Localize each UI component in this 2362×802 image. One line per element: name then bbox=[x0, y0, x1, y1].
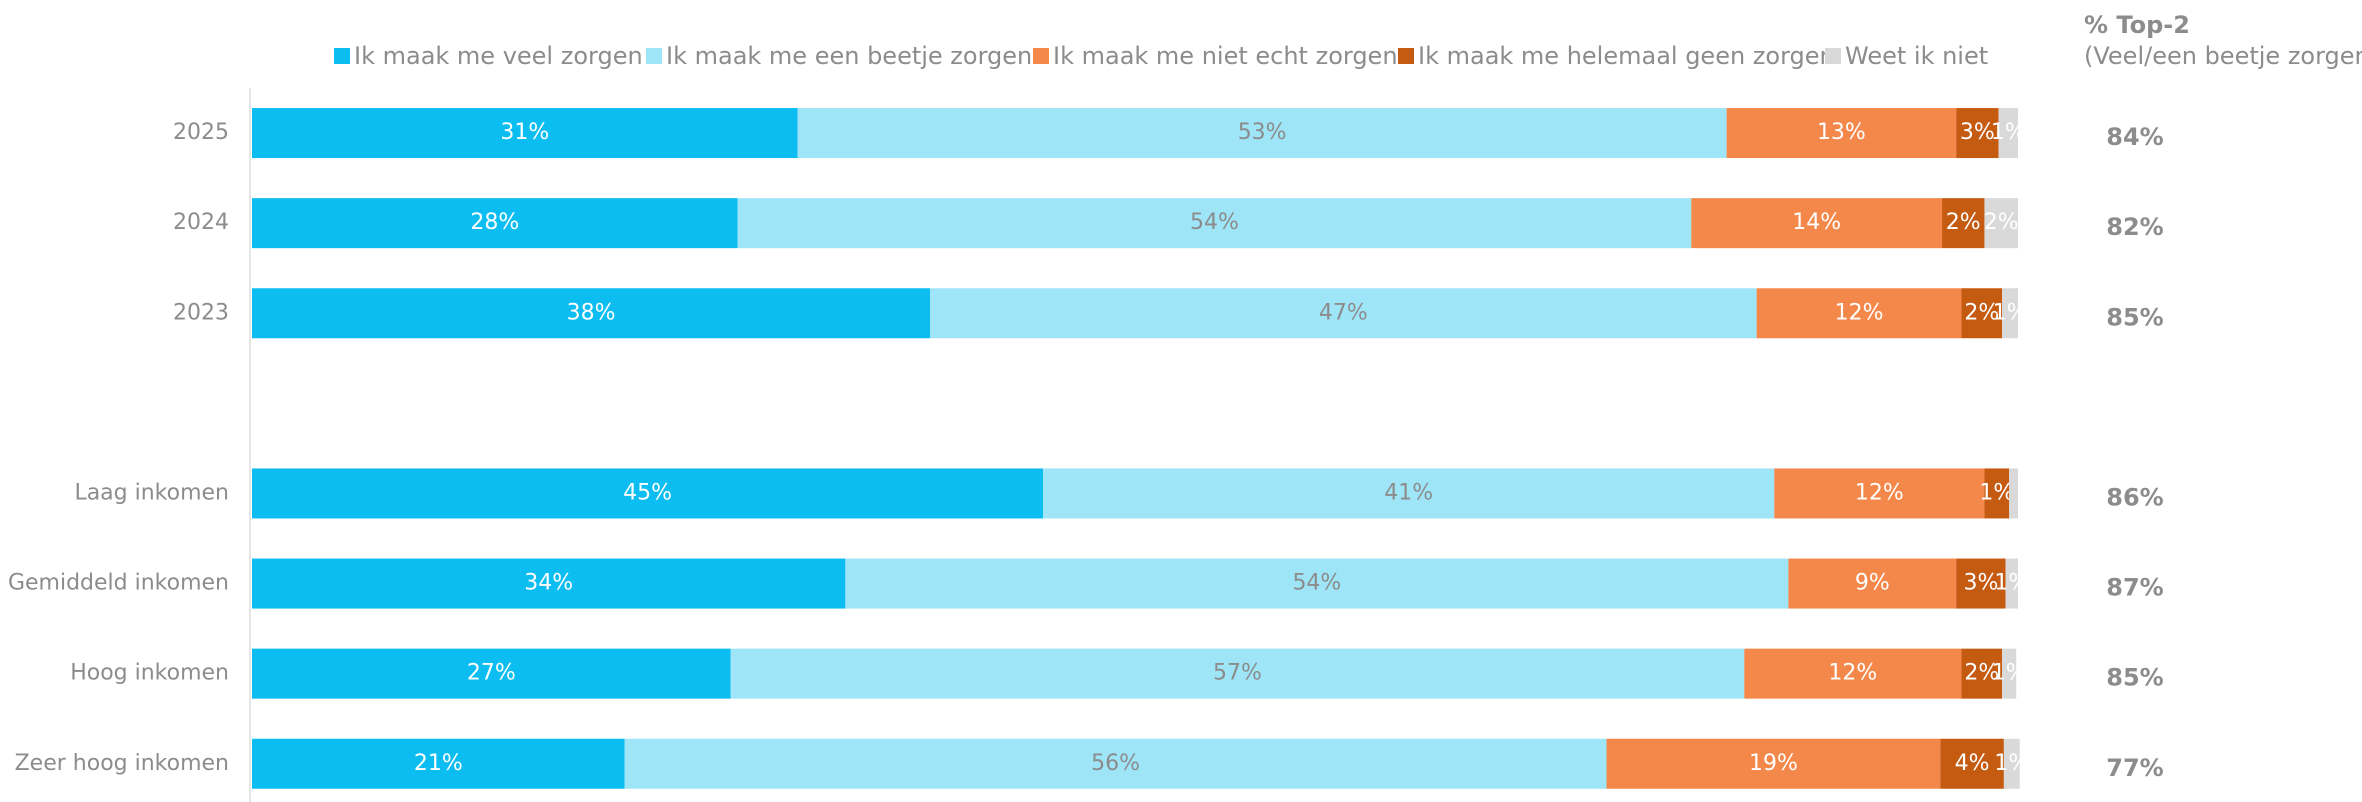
y-tick-label: Hoog inkomen bbox=[70, 661, 229, 686]
data-label: 1% bbox=[1991, 120, 2026, 145]
top2-value: 84% bbox=[2106, 123, 2163, 151]
data-label: 3% bbox=[1960, 120, 1995, 145]
data-label: 13% bbox=[1817, 120, 1866, 145]
top2-value: 85% bbox=[2106, 664, 2163, 692]
bar-segment bbox=[737, 198, 1692, 249]
data-label: 4% bbox=[1955, 751, 1990, 776]
data-label: 2% bbox=[1964, 300, 1999, 325]
data-label: 2% bbox=[1984, 210, 2019, 235]
data-label: 47% bbox=[1319, 300, 1368, 325]
bar-segment bbox=[2002, 648, 2017, 699]
y-tick-label: 2025 bbox=[173, 120, 229, 145]
bar-segment bbox=[252, 288, 931, 339]
data-label: 41% bbox=[1384, 480, 1433, 505]
data-label: 14% bbox=[1792, 210, 1841, 235]
data-label: 31% bbox=[500, 120, 549, 145]
data-label: 57% bbox=[1213, 661, 1262, 686]
bar-segment bbox=[1726, 108, 1957, 159]
data-label: 2% bbox=[1964, 661, 1999, 686]
bar-segment bbox=[930, 288, 1757, 339]
data-label: 2% bbox=[1946, 210, 1981, 235]
y-tick-label: Laag inkomen bbox=[74, 480, 229, 505]
data-label: 3% bbox=[1963, 571, 1998, 596]
y-tick-label: Zeer hoog inkomen bbox=[15, 751, 229, 776]
bar-segment bbox=[1940, 738, 2004, 789]
bar-segment bbox=[797, 108, 1727, 159]
data-label: 27% bbox=[467, 661, 516, 686]
bar-segment bbox=[2005, 558, 2018, 609]
data-label: 53% bbox=[1238, 120, 1287, 145]
data-label: 45% bbox=[623, 480, 672, 505]
bar-segment bbox=[730, 648, 1745, 699]
legend-label: Ik maak me veel zorgen bbox=[354, 42, 643, 70]
top2-value: 86% bbox=[2106, 483, 2163, 511]
bar-segment bbox=[1961, 288, 2003, 339]
data-label: 1% bbox=[1979, 480, 2014, 505]
bar-segment bbox=[1956, 558, 2006, 609]
legend-label: Weet ik niet bbox=[1845, 42, 1988, 70]
legend-swatch bbox=[1825, 48, 1841, 64]
top2-title: % Top-2 bbox=[2084, 11, 2190, 39]
bar-segment bbox=[1774, 468, 1985, 519]
data-label: 38% bbox=[567, 300, 616, 325]
bar-segment bbox=[252, 108, 798, 159]
y-tick-label: Gemiddeld inkomen bbox=[8, 571, 229, 596]
legend-swatch bbox=[1033, 48, 1049, 64]
bar-segment bbox=[1998, 108, 2018, 159]
bar-segment bbox=[252, 558, 846, 609]
data-label: 54% bbox=[1190, 210, 1239, 235]
legend-label: Ik maak me helemaal geen zorgen bbox=[1418, 42, 1835, 70]
bar-segment bbox=[1942, 198, 1985, 249]
data-label: 1% bbox=[1993, 300, 2028, 325]
bar-segment bbox=[2002, 288, 2018, 339]
data-label: 1% bbox=[1994, 751, 2029, 776]
data-label: 12% bbox=[1828, 661, 1877, 686]
bar-segment bbox=[1744, 648, 1962, 699]
data-label: 1% bbox=[1994, 571, 2029, 596]
bar-segment bbox=[624, 738, 1607, 789]
bar-segment bbox=[1956, 108, 1999, 159]
data-label: 56% bbox=[1091, 751, 1140, 776]
data-label: 1% bbox=[1992, 661, 2027, 686]
bar-segment bbox=[1606, 738, 1941, 789]
top2-value: 82% bbox=[2106, 213, 2163, 241]
legend-swatch bbox=[646, 48, 662, 64]
data-label: 54% bbox=[1292, 571, 1341, 596]
bar-segment bbox=[252, 738, 625, 789]
y-tick-label: 2023 bbox=[173, 300, 229, 325]
bar-segment bbox=[1788, 558, 1957, 609]
data-label: 12% bbox=[1835, 300, 1884, 325]
data-label: 12% bbox=[1855, 480, 1904, 505]
bar-segment bbox=[1756, 288, 1962, 339]
top2-value: 87% bbox=[2106, 574, 2163, 602]
legend-swatch bbox=[334, 48, 350, 64]
top2-value: 85% bbox=[2106, 303, 2163, 331]
legend-label: Ik maak me niet echt zorgen bbox=[1053, 42, 1398, 70]
top2-subtitle: (Veel/een beetje zorgen) bbox=[2084, 42, 2362, 70]
bar-segment bbox=[1691, 198, 1943, 249]
top2-value: 77% bbox=[2106, 754, 2163, 782]
bar-segment bbox=[2003, 738, 2020, 789]
legend-label: Ik maak me een beetje zorgen bbox=[666, 42, 1032, 70]
legend-swatch bbox=[1398, 48, 1414, 64]
bar-segment bbox=[252, 648, 731, 699]
bar-segment bbox=[252, 198, 738, 249]
data-label: 21% bbox=[414, 751, 463, 776]
data-label: 9% bbox=[1855, 571, 1890, 596]
bar-segment bbox=[845, 558, 1789, 609]
bar-segment bbox=[252, 468, 1044, 519]
bar-segment bbox=[1043, 468, 1775, 519]
bar-segment bbox=[1984, 468, 2010, 519]
bar-segment bbox=[1961, 648, 2003, 699]
data-label: 19% bbox=[1749, 751, 1798, 776]
y-tick-label: 2024 bbox=[173, 210, 229, 235]
data-label: 34% bbox=[524, 571, 573, 596]
data-label: 28% bbox=[470, 210, 519, 235]
bar-segment bbox=[1984, 198, 2018, 249]
bar-segment bbox=[2009, 468, 2018, 519]
